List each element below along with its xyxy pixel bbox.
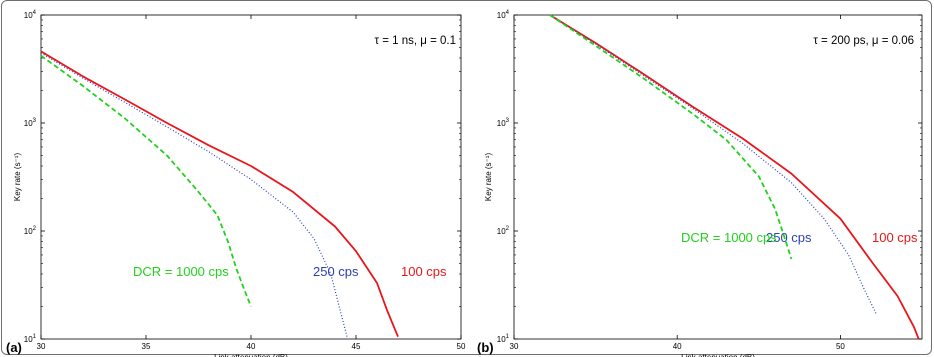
- y-tick-label: 103: [497, 118, 510, 128]
- y-tick-label: 101: [497, 334, 510, 344]
- x-tick-label: 35: [142, 342, 151, 351]
- plot-area-border: [513, 14, 923, 340]
- y-axis-title: Key rate (s⁻¹): [13, 153, 22, 202]
- y-tick-label: 101: [24, 334, 37, 344]
- series-line-250-cps: [549, 14, 877, 315]
- series-label: 250 cps: [313, 264, 359, 279]
- series-line-250-cps: [40, 52, 349, 340]
- series-label: 100 cps: [872, 230, 918, 245]
- series-line-100-cps: [549, 14, 920, 340]
- panel-label: (a): [6, 340, 22, 355]
- series-label: DCR = 1000 cps: [681, 230, 777, 245]
- series-line-dcr-1000-cps: [549, 14, 793, 260]
- x-tick-label: 50: [457, 342, 466, 351]
- x-tick-label: 30: [510, 342, 519, 351]
- series-line-100-cps: [40, 50, 399, 338]
- series-label: 100 cps: [401, 264, 447, 279]
- series-line-dcr-1000-cps: [40, 54, 252, 307]
- x-axis-title: Link attenuation (dB): [214, 353, 288, 357]
- y-tick-label: 104: [497, 10, 510, 20]
- x-tick-label: 40: [247, 342, 256, 351]
- y-axis-title: Key rate (s⁻¹): [484, 153, 493, 202]
- parameter-annotation: τ = 200 ps, μ = 0.06: [813, 35, 914, 47]
- chart-panel-b: 30 40 50 101 102 103 104 Link attenuation (dB) K…: [477, 10, 923, 357]
- y-tick-label: 102: [24, 226, 37, 236]
- y-tick-label: 103: [24, 118, 37, 128]
- x-tick-label: 40: [673, 342, 682, 351]
- parameter-annotation: τ = 1 ns, μ = 0.1: [375, 35, 457, 47]
- chart-panel-a: 30 35 40 45 50 101 102 103 104 Link attenuation (…: [6, 10, 466, 357]
- x-axis-title: Link attenuation (dB): [681, 353, 755, 357]
- x-tick-label: 50: [836, 342, 845, 351]
- y-tick-label: 102: [497, 226, 510, 236]
- series-label: DCR = 1000 cps: [133, 264, 229, 279]
- panel-label: (b): [477, 340, 494, 355]
- series-label: 250 cps: [766, 230, 812, 245]
- plot-area-border: [40, 14, 462, 340]
- x-tick-label: 45: [352, 342, 361, 351]
- x-tick-label: 30: [37, 342, 46, 351]
- y-tick-label: 104: [24, 10, 37, 20]
